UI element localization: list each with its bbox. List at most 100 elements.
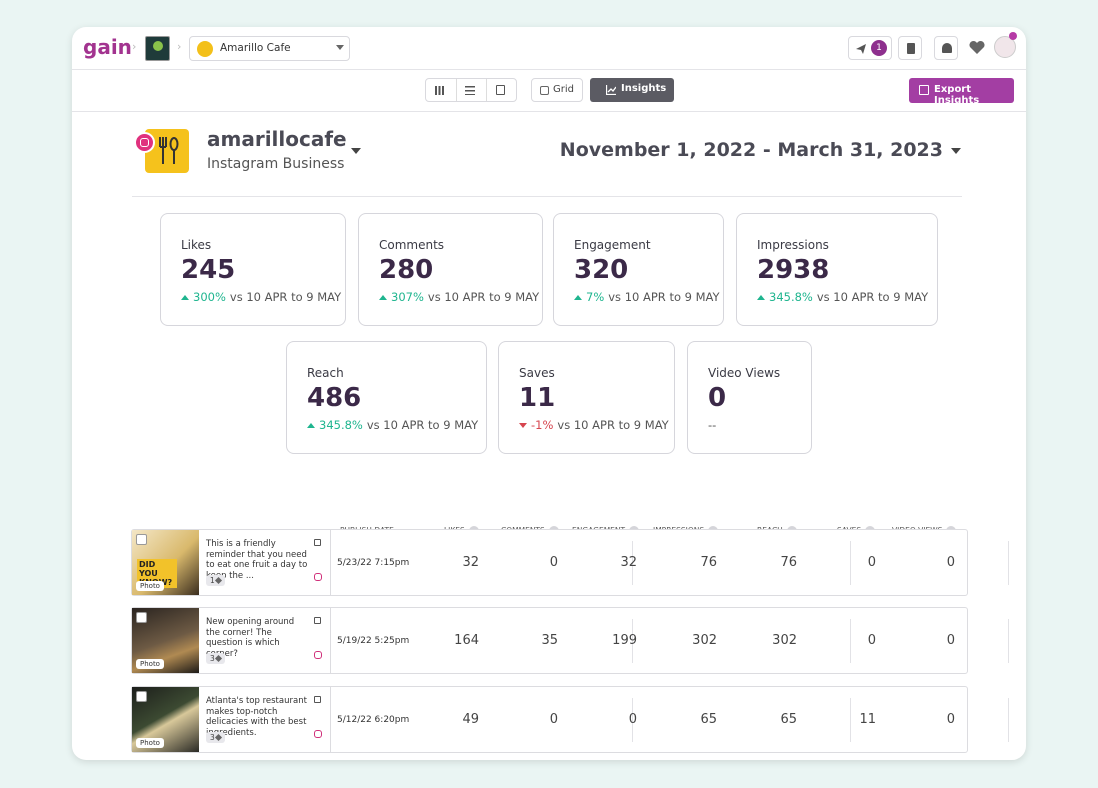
favorites-button[interactable] xyxy=(969,40,985,55)
metric-cell: 0 xyxy=(549,712,558,727)
post-caption: This is a friendly reminder that you nee… xyxy=(206,539,308,581)
notification-badge: 1 xyxy=(871,40,887,56)
metric-change: -- xyxy=(708,418,716,432)
external-link[interactable] xyxy=(314,696,321,703)
metric-cell: 302 xyxy=(692,633,717,648)
metric-value: 280 xyxy=(379,255,434,285)
grid-button[interactable]: Grid xyxy=(531,78,583,102)
tag-icon xyxy=(214,654,222,663)
thumbnail: Photo xyxy=(132,608,199,673)
post-row: Photo Atlanta's top restaurant makes top-… xyxy=(131,686,1009,753)
metric-value: 2938 xyxy=(757,255,830,285)
change-value: 345.8% xyxy=(769,290,813,304)
cell-border xyxy=(330,530,331,595)
tag-count: 3 xyxy=(206,653,225,664)
publish-date: 5/12/22 6:20pm xyxy=(337,715,410,725)
breadcrumb-sep: › xyxy=(132,40,137,53)
divider xyxy=(72,69,1026,70)
date-range[interactable]: November 1, 2022 - March 31, 2023 xyxy=(559,139,943,161)
metric-cell: 302 xyxy=(772,633,797,648)
select-checkbox[interactable] xyxy=(136,691,147,702)
bell-button[interactable] xyxy=(934,36,958,60)
metric-cell: 65 xyxy=(780,712,797,727)
select-checkbox[interactable] xyxy=(136,612,147,623)
metric-card: Video Views 0 -- xyxy=(687,341,812,454)
metric-cell: 65 xyxy=(700,712,717,727)
post-caption: Atlanta's top restaurant makes top-notch… xyxy=(206,696,307,738)
comparison: vs 10 APR to 9 MAY xyxy=(816,290,929,304)
cell-separator xyxy=(1008,619,1009,663)
cell-border xyxy=(330,608,331,673)
metric-cell: 0 xyxy=(946,633,955,648)
metric-cell: 0 xyxy=(946,555,955,570)
metric-label: Comments xyxy=(379,238,445,252)
divider xyxy=(72,111,1026,112)
metric-cell: 49 xyxy=(462,712,479,727)
external-link[interactable] xyxy=(314,617,321,624)
trend-arrow xyxy=(181,295,189,300)
metric-cell: 164 xyxy=(454,633,479,648)
instagram-icon xyxy=(314,573,322,581)
cell-separator xyxy=(632,698,633,742)
caret xyxy=(336,45,344,50)
comparison: vs 10 APR to 9 MAY xyxy=(427,290,540,304)
brand-icon[interactable] xyxy=(145,36,170,61)
list-icon[interactable] xyxy=(465,86,475,95)
breadcrumb-sep: › xyxy=(177,40,182,53)
trend-arrow xyxy=(519,423,527,428)
publish-date: 5/19/22 5:25pm xyxy=(337,636,410,646)
publish-button[interactable]: 1 xyxy=(848,36,892,60)
metric-value: 245 xyxy=(181,255,236,285)
export-button[interactable]: Export Insights xyxy=(909,78,1014,106)
trend-arrow xyxy=(307,423,315,428)
change-value: -1% xyxy=(531,418,554,432)
metric-cell: 11 xyxy=(859,712,876,727)
change-value: -- xyxy=(708,418,717,432)
cell-separator xyxy=(850,698,851,742)
metric-label: Likes xyxy=(181,238,212,252)
date-caret[interactable] xyxy=(951,148,961,154)
change-value: 345.8% xyxy=(319,418,363,432)
media-type: Photo xyxy=(136,738,164,748)
external-link[interactable] xyxy=(314,539,321,546)
trash-button[interactable] xyxy=(898,36,922,60)
cell-separator xyxy=(850,619,851,663)
metric-label: Reach xyxy=(307,366,344,380)
comparison: vs 10 APR to 9 MAY xyxy=(366,418,479,432)
cell-separator xyxy=(632,541,633,585)
trend-arrow xyxy=(379,295,387,300)
profile-name: amarillocafe xyxy=(207,127,347,151)
divider xyxy=(132,196,962,197)
app-window: gain › › Amarillo Cafe 1 Grid Insights E… xyxy=(72,27,1026,760)
metric-change: 307% vs 10 APR to 9 MAY xyxy=(379,290,539,304)
change-value: 7% xyxy=(586,290,605,304)
metric-cell: 199 xyxy=(612,633,637,648)
insights-button[interactable]: Insights xyxy=(590,78,674,102)
account-icon xyxy=(197,41,213,57)
view-toggle[interactable] xyxy=(425,78,517,102)
tag-number: 3 xyxy=(210,733,215,742)
instagram-badge xyxy=(134,132,155,153)
tag-count: 3 xyxy=(206,732,225,743)
cell-border xyxy=(330,687,331,752)
grid-icon[interactable] xyxy=(435,86,444,95)
metric-value: 320 xyxy=(574,255,629,285)
send-icon xyxy=(856,44,866,54)
logo[interactable]: gain xyxy=(83,35,132,59)
tag-icon xyxy=(214,733,222,742)
metric-cell: 76 xyxy=(780,555,797,570)
post-row: Photo New opening around the corner! The … xyxy=(131,607,1009,674)
account-select[interactable]: Amarillo Cafe xyxy=(189,36,350,61)
select-checkbox[interactable] xyxy=(136,534,147,545)
metric-cell: 0 xyxy=(946,712,955,727)
profile-caret[interactable] xyxy=(351,148,361,154)
metric-cell: 32 xyxy=(462,555,479,570)
tag-icon xyxy=(214,576,222,585)
export-label: Export Insights xyxy=(934,84,980,106)
metric-value: 486 xyxy=(307,383,362,413)
media-type: Photo xyxy=(136,581,164,591)
avatar[interactable] xyxy=(994,32,1017,58)
publish-date: 5/23/22 7:15pm xyxy=(337,558,410,568)
calendar-icon[interactable] xyxy=(496,85,505,95)
